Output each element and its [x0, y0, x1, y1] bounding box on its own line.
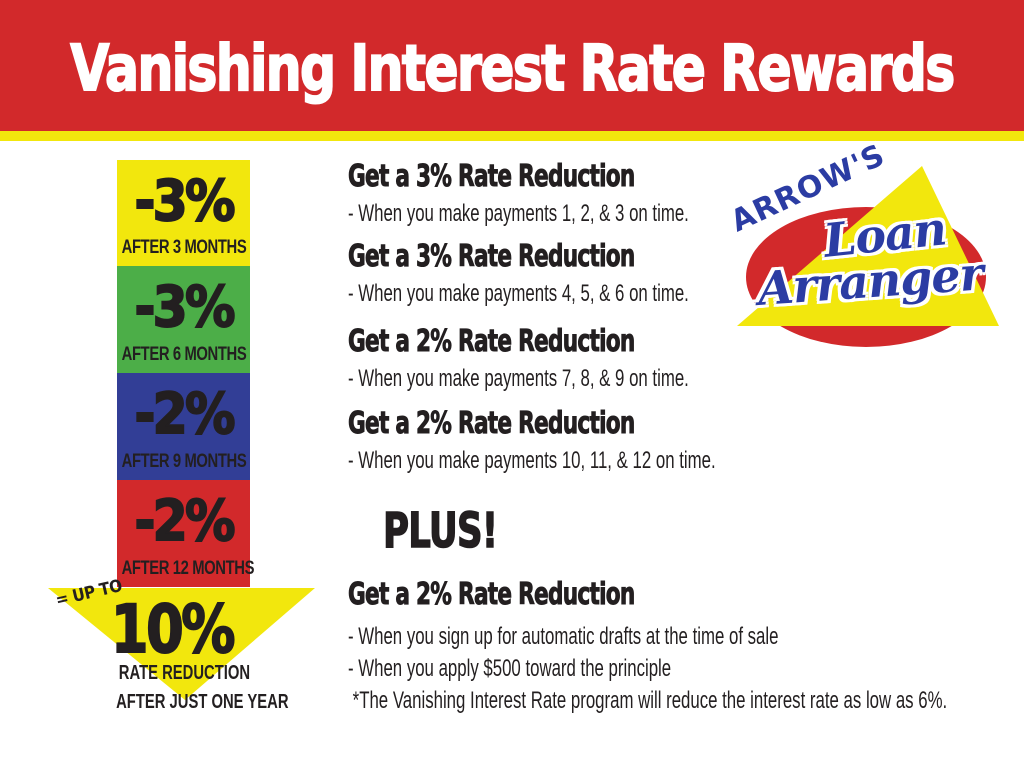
benefit-item-2: Get a 3% Rate Reduction - When you make …: [348, 239, 835, 308]
ladder-step-6-months: -3% AFTER 6 MONTHS: [117, 266, 250, 373]
final-offer: Get a 2% Rate Reduction - When you sign …: [348, 577, 1024, 717]
benefit-item-1: Get a 3% Rate Reduction - When you make …: [348, 159, 835, 228]
plus-label: PLUS!: [382, 502, 498, 560]
ladder-step-12-months: -2% AFTER 12 MONTHS: [117, 480, 254, 587]
ladder-step-label: AFTER 6 MONTHS: [121, 344, 246, 365]
down-arrow-icon: [48, 588, 315, 700]
final-bullet-1: - When you sign up for automatic drafts …: [348, 623, 779, 650]
ladder-step-value: -2%: [133, 489, 236, 554]
benefit-bullet: - When you make payments 10, 11, & 12 on…: [348, 447, 716, 474]
logo-burst-icon: [737, 166, 999, 326]
benefit-bullet: - When you make payments 4, 5, & 6 on ti…: [348, 280, 689, 307]
ladder-step-label: AFTER 9 MONTHS: [121, 451, 246, 472]
ladder-step-label: AFTER 12 MONTHS: [121, 558, 254, 579]
benefit-item-3: Get a 2% Rate Reduction - When you make …: [348, 324, 835, 393]
ladder-step-label: AFTER 3 MONTHS: [121, 237, 246, 258]
benefit-bullet: - When you make payments 7, 8, & 9 on ti…: [348, 365, 689, 392]
rate-reduction-label: RATE REDUCTION: [118, 662, 251, 684]
final-bullet-2: - When you apply $500 toward the princip…: [348, 655, 672, 682]
after-one-year-label: AFTER JUST ONE YEAR: [116, 691, 289, 713]
benefit-heading: Get a 2% Rate Reduction: [348, 324, 636, 359]
ladder-step-value: -2%: [133, 382, 236, 447]
ladder-step-value: -3%: [133, 169, 236, 234]
benefit-heading: Get a 2% Rate Reduction: [348, 406, 636, 441]
final-note: *The Vanishing Interest Rate program wil…: [348, 687, 948, 714]
logo-shapes: [737, 166, 999, 347]
header-banner: Vanishing Interest Rate Rewards: [0, 0, 1024, 131]
benefit-item-4: Get a 2% Rate Reduction - When you make …: [348, 406, 873, 475]
ladder-step-9-months: -2% AFTER 9 MONTHS: [117, 373, 250, 480]
page-title: Vanishing Interest Rate Rewards: [70, 31, 956, 106]
ladder-step-value: -3%: [133, 275, 236, 340]
total-rate-value: 10%: [110, 591, 236, 668]
benefit-heading: Get a 3% Rate Reduction: [348, 159, 636, 194]
header-yellow-stripe: [0, 131, 1024, 141]
benefit-heading: Get a 2% Rate Reduction: [348, 577, 636, 612]
ladder-step-3-months: -3% AFTER 3 MONTHS: [117, 160, 250, 266]
benefit-bullet: - When you make payments 1, 2, & 3 on ti…: [348, 200, 689, 227]
benefit-heading: Get a 3% Rate Reduction: [348, 239, 636, 274]
